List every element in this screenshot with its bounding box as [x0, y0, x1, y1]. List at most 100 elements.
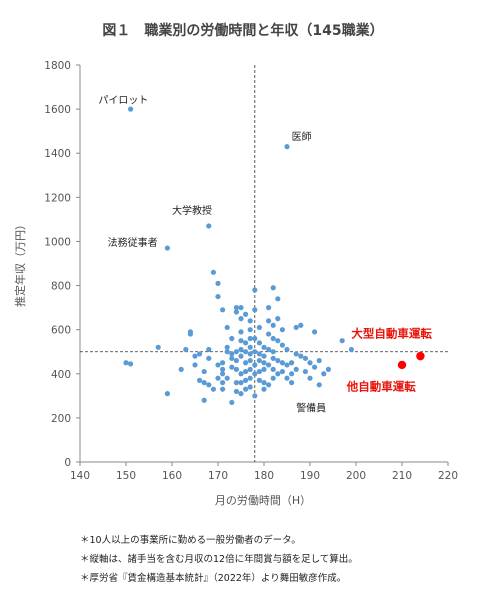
- footnote-2: ＊縦軸は、諸手当を含む月収の12倍に年間賞与額を足して算出。: [80, 554, 358, 565]
- scatter-point: [247, 357, 253, 364]
- scatter-point: [243, 349, 249, 355]
- scatter-point: [266, 305, 272, 311]
- scatter-point: [284, 346, 290, 353]
- y-axis-label: 推定年収（万円）: [13, 219, 27, 307]
- scatter-point: [298, 322, 304, 328]
- scatter-point: [197, 377, 203, 383]
- scatter-point: [289, 360, 295, 366]
- scatter-point: [270, 349, 276, 355]
- footnotes: ＊10人以上の事業所に勤める一般労働者のデータ。 ＊縦軸は、諸手当を含む月収の1…: [80, 531, 358, 588]
- scatter-point: [275, 316, 281, 322]
- scatter-point: [252, 393, 258, 399]
- scatter-point: [252, 362, 258, 368]
- scatter-point: [224, 324, 230, 331]
- scatter-point: [224, 349, 230, 355]
- scatter-point: [229, 399, 235, 406]
- scatter-point: [238, 380, 244, 386]
- scatter-point: [247, 366, 253, 372]
- scatter-point: [238, 338, 244, 344]
- scatter-point: [256, 377, 262, 383]
- scatter-point: [243, 311, 249, 317]
- scatter-point: [289, 371, 295, 377]
- scatter-chart: 140 150 160 170 180 190 200 210 220 0 200 400 600 800…: [13, 60, 458, 507]
- footnote-1: ＊10人以上の事業所に勤める一般労働者のデータ。: [80, 535, 301, 546]
- scatter-point: [275, 357, 281, 364]
- scatter-point: [316, 357, 322, 364]
- scatter-point: [128, 106, 134, 112]
- scatter-point: [339, 338, 345, 344]
- x-tick-label: 200: [346, 470, 366, 482]
- scatter-point: [256, 357, 262, 364]
- scatter-point: [206, 223, 212, 229]
- scatter-point: [247, 384, 253, 390]
- scatter-point: [243, 340, 249, 346]
- scatter-point: [201, 368, 207, 375]
- y-tick-label: 400: [51, 369, 71, 381]
- y-tick-label: 1600: [44, 104, 71, 116]
- scatter-point: [210, 269, 216, 275]
- y-tick-label: 0: [64, 457, 71, 469]
- y-tick-label: 1400: [44, 148, 71, 160]
- scatter-point: [261, 353, 267, 359]
- x-tick-label: 160: [162, 470, 182, 482]
- y-tick-label: 200: [51, 413, 71, 425]
- scatter-point: [233, 309, 239, 315]
- scatter-point: [243, 368, 249, 375]
- scatter-point: [270, 375, 276, 381]
- scatter-point: [178, 366, 184, 372]
- y-tick-label: 600: [51, 325, 71, 337]
- scatter-point: [243, 360, 249, 366]
- scatter-point: [298, 353, 304, 359]
- scatter-point: [238, 346, 244, 353]
- scatter-point: [256, 368, 262, 375]
- x-tick-label: 180: [254, 470, 274, 482]
- footnote-3: ＊厚労省『賃金構造基本統計』（2022年）より舞田敏彦作成。: [80, 573, 347, 584]
- y-tick-label: 800: [51, 281, 71, 293]
- scatter-point: [215, 375, 221, 381]
- scatter-point: [275, 296, 281, 302]
- x-axis-label: 月の労働時間（H）: [215, 493, 311, 507]
- x-tick-label: 170: [208, 470, 228, 482]
- scatter-point: [293, 366, 299, 372]
- scatter-point: [270, 335, 276, 342]
- scatter-point: [233, 349, 239, 355]
- scatter-point: [201, 397, 207, 403]
- scatter-point: [206, 346, 212, 353]
- scatter-point: [233, 366, 239, 372]
- scatter-point: [229, 355, 235, 361]
- scatter-point: [266, 382, 272, 388]
- scatter-point: [270, 322, 276, 328]
- scatter-point: [256, 340, 262, 346]
- annotation-label: パイロット: [98, 95, 148, 107]
- scatter-point: [279, 342, 285, 348]
- annotation-label: 他自動車運転: [346, 379, 416, 393]
- y-tick-label: 1800: [44, 60, 71, 72]
- scatter-point: [215, 280, 221, 286]
- scatter-point: [302, 355, 308, 361]
- scatter-point: [243, 377, 249, 383]
- scatter-point: [261, 360, 267, 366]
- scatter-point: [224, 375, 230, 381]
- scatter-point: [128, 361, 134, 367]
- scatter-point: [284, 375, 290, 381]
- scatter-point: [247, 335, 253, 342]
- scatter-point: [233, 380, 239, 386]
- scatter-point: [220, 360, 226, 366]
- scatter-point: [256, 351, 262, 357]
- scatter-point: [261, 386, 267, 392]
- scatter-point: [266, 318, 272, 324]
- scatter-point: [233, 357, 239, 364]
- scatter-point: [229, 351, 235, 357]
- scatter-point: [252, 307, 258, 313]
- scatter-point: [307, 360, 313, 366]
- scatter-point: [220, 386, 226, 392]
- scatter-point: [302, 368, 308, 375]
- scatter-point: [325, 366, 331, 372]
- scatter-point: [270, 355, 276, 361]
- scatter-point: [220, 371, 226, 377]
- scatter-point: [197, 351, 203, 357]
- x-tick-label: 220: [438, 470, 458, 482]
- scatter-point: [275, 338, 281, 344]
- scatter-point: [220, 380, 226, 386]
- annotation-label: 医師: [292, 130, 312, 143]
